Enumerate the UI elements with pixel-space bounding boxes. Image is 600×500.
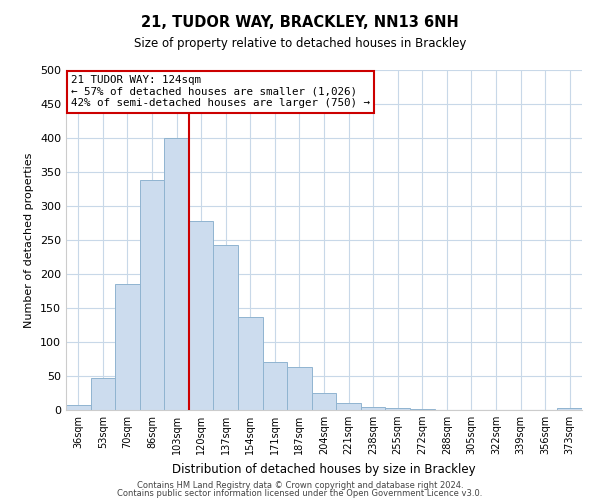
- Bar: [557, 408, 582, 410]
- Bar: [66, 404, 91, 410]
- Bar: [410, 408, 434, 410]
- Bar: [361, 406, 385, 410]
- Text: 21 TUDOR WAY: 124sqm
← 57% of detached houses are smaller (1,026)
42% of semi-de: 21 TUDOR WAY: 124sqm ← 57% of detached h…: [71, 75, 370, 108]
- Text: Contains HM Land Registry data © Crown copyright and database right 2024.: Contains HM Land Registry data © Crown c…: [137, 481, 463, 490]
- Bar: [263, 362, 287, 410]
- Bar: [312, 393, 336, 410]
- Bar: [336, 403, 361, 410]
- Text: Size of property relative to detached houses in Brackley: Size of property relative to detached ho…: [134, 38, 466, 51]
- Bar: [164, 138, 189, 410]
- X-axis label: Distribution of detached houses by size in Brackley: Distribution of detached houses by size …: [172, 462, 476, 475]
- Text: Contains public sector information licensed under the Open Government Licence v3: Contains public sector information licen…: [118, 488, 482, 498]
- Bar: [287, 367, 312, 410]
- Text: 21, TUDOR WAY, BRACKLEY, NN13 6NH: 21, TUDOR WAY, BRACKLEY, NN13 6NH: [141, 15, 459, 30]
- Bar: [189, 221, 214, 410]
- Bar: [140, 180, 164, 410]
- Bar: [385, 408, 410, 410]
- Bar: [91, 378, 115, 410]
- Y-axis label: Number of detached properties: Number of detached properties: [25, 152, 34, 328]
- Bar: [214, 246, 238, 410]
- Bar: [238, 317, 263, 410]
- Bar: [115, 284, 140, 410]
